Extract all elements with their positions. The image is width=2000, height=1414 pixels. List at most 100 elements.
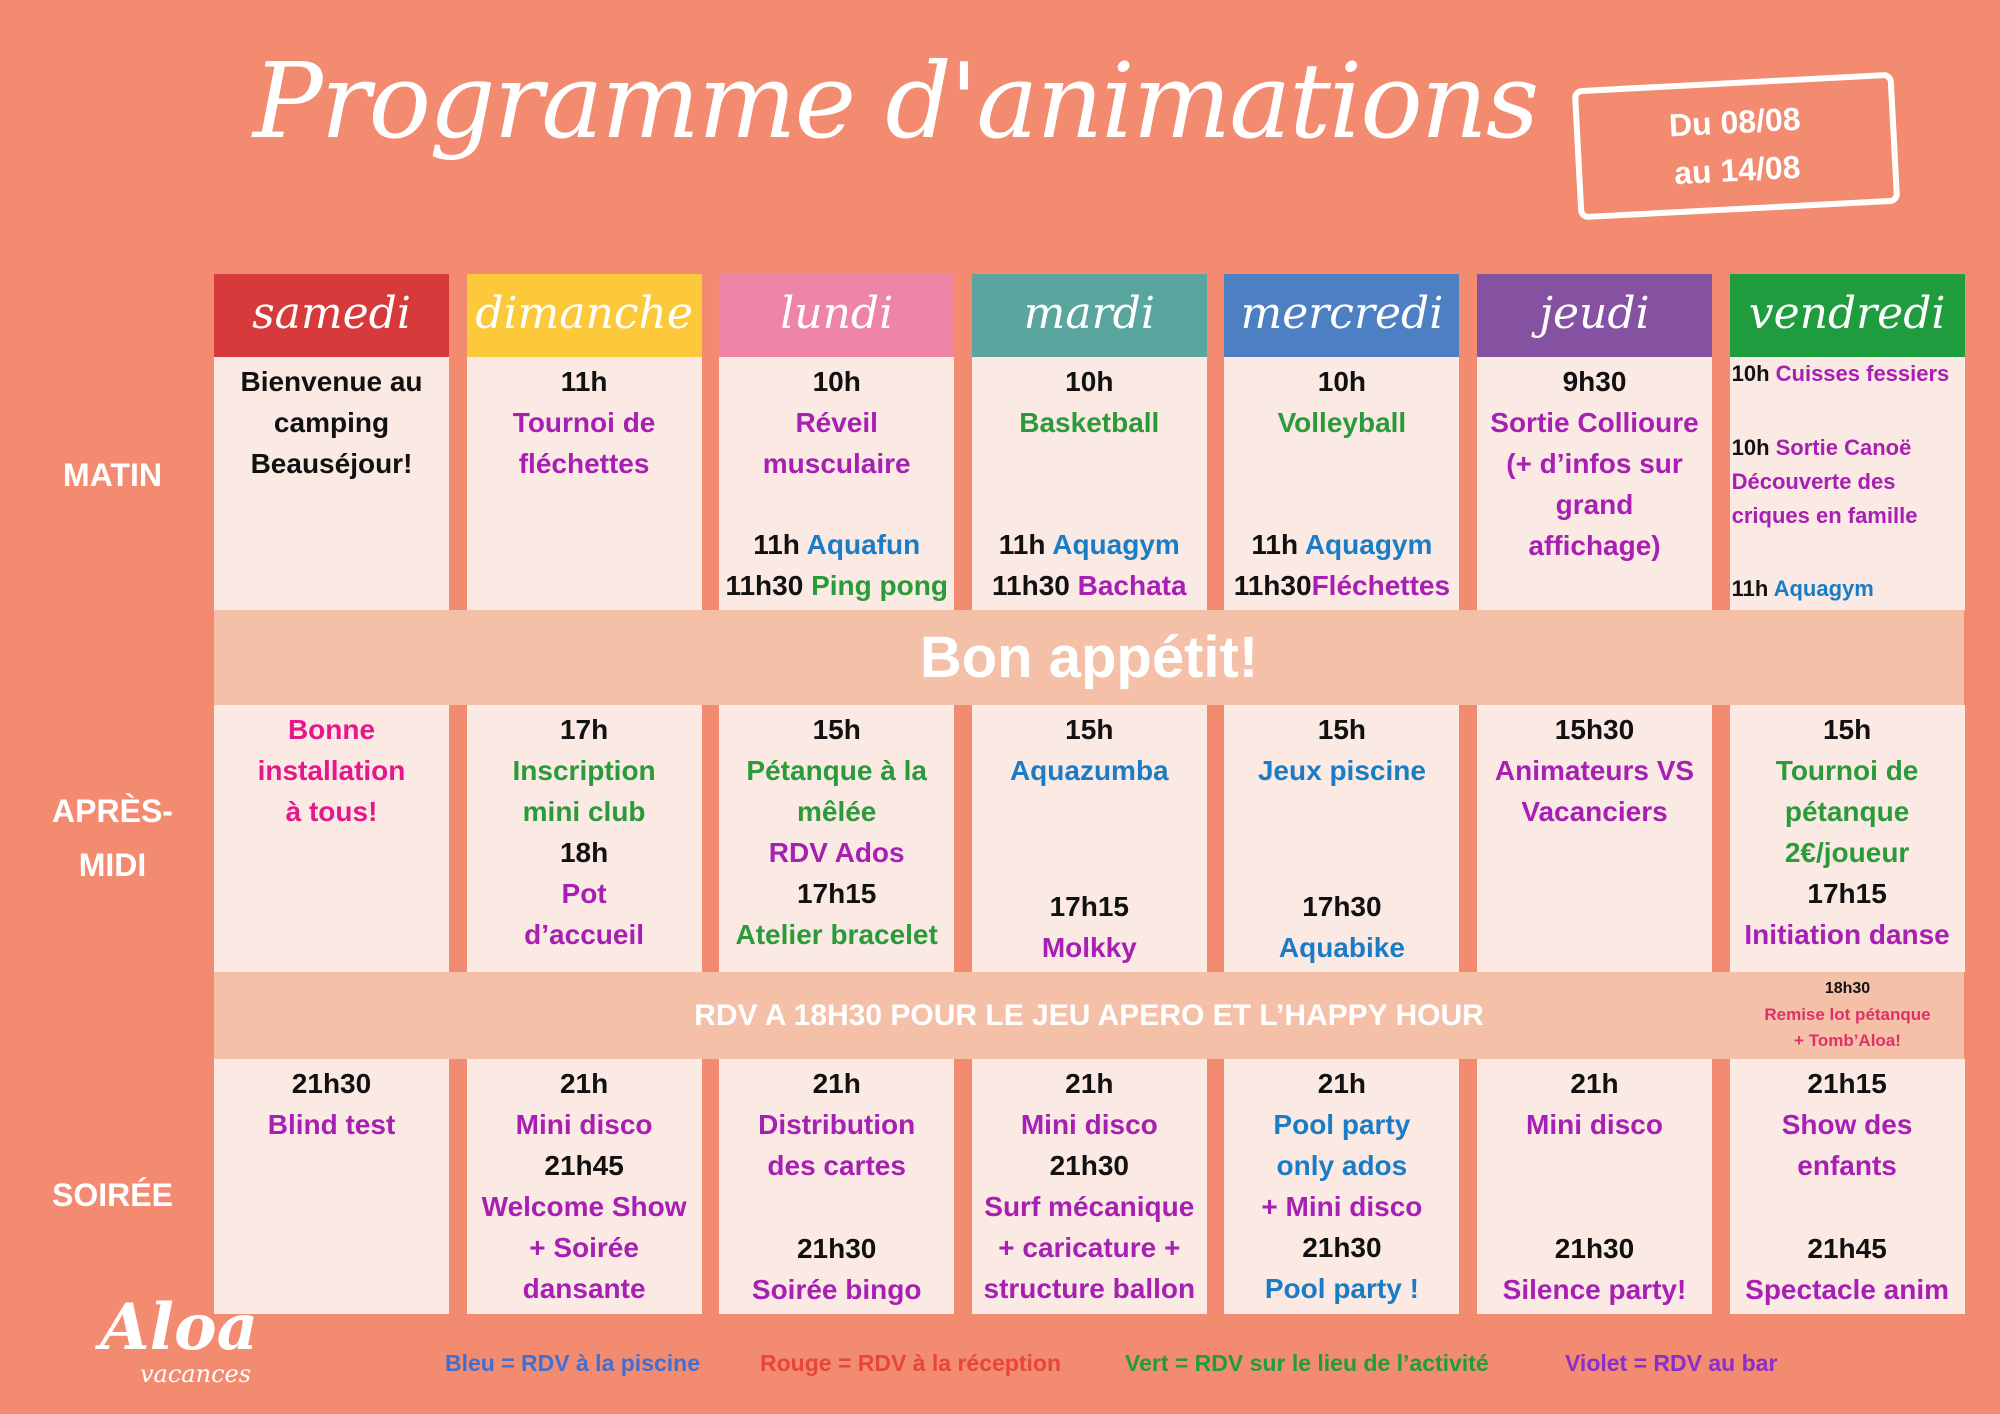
cell-line: Tournoi de: [1732, 750, 1963, 791]
schedule-cell: 9h30 Sortie Collioure (+ d’infos sur grand a…: [1477, 357, 1712, 610]
schedule-cell: Bienvenue au camping Beauséjour!: [214, 357, 449, 610]
activity-text: + Soirée: [529, 1232, 639, 1263]
activity-text: Distribution: [758, 1109, 916, 1140]
activity-text: 15h: [1317, 714, 1367, 745]
cell-line: Spectacle anim: [1732, 1269, 1963, 1310]
activity-text: Tournoi de: [1775, 755, 1919, 786]
cell-block: 10h Sortie Canoë Découverte des criques en…: [1732, 431, 1963, 533]
activity-text: 10h: [1731, 434, 1776, 460]
activity-text: + caricature +: [998, 1232, 1181, 1263]
activity-text: Aquafun: [806, 529, 921, 560]
legend-item: Bleu = RDV à la piscine: [445, 1350, 701, 1376]
activity-text: Silence party!: [1502, 1274, 1687, 1305]
cell-line: à tous!: [216, 791, 447, 832]
activity-text: Soirée bingo: [751, 1274, 922, 1305]
logo-tagline: vacances: [140, 1360, 252, 1388]
cell-line: mêlée: [721, 791, 952, 832]
cell-line: Show des: [1732, 1104, 1963, 1145]
cell-block: 21h15 Show des enfants: [1732, 1063, 1963, 1186]
cell-line: criques en famille: [1732, 499, 1963, 533]
cell-line: Aquazumba: [974, 750, 1205, 791]
activity-text: structure ballon: [983, 1273, 1196, 1304]
activity-text: 21h: [1317, 1068, 1367, 1099]
activity-text: Pool party !: [1264, 1273, 1419, 1304]
cell-block: Bonne installation à tous!: [216, 709, 447, 832]
activity-text: 11h30: [725, 570, 812, 601]
activity-text: 15h: [812, 714, 861, 745]
cell-line: 21h: [1226, 1063, 1457, 1104]
activity-text: grand: [1555, 489, 1634, 520]
cell-line: Vacanciers: [1479, 791, 1710, 832]
cell-line: 17h30: [1226, 886, 1457, 927]
schedule-cell: 21h Mini disco 21h45 Welcome Show + Soirée da…: [466, 1059, 702, 1314]
activity-text: dansante: [522, 1273, 646, 1304]
activity-text: Mini disco: [515, 1109, 653, 1140]
cell-block: 17h15 Molkky: [974, 886, 1205, 968]
activity-text: 17h15: [1807, 878, 1887, 909]
cell-block: 15h Pétanque à la mêlée RDV Ados 17h15 Atelie…: [721, 709, 952, 955]
activity-text: 11h30: [992, 570, 1078, 601]
activity-text: Volleyball: [1277, 407, 1407, 438]
schedule-cell: 21h30 Blind test: [214, 1059, 449, 1314]
cell-line: Blind test: [216, 1104, 447, 1145]
activity-text: 11h: [998, 529, 1053, 560]
activity-text: Sortie Collioure: [1490, 407, 1699, 438]
cell-line: 2€/joueur: [1732, 832, 1963, 873]
activity-text: 21h30: [1302, 1232, 1382, 1263]
activity-text: 21h: [812, 1068, 861, 1099]
activity-text: 21h15: [1807, 1068, 1887, 1099]
note-line: + Tomb’Aloa!: [1794, 1031, 1901, 1050]
cell-block: 21h Pool party only ados + Mini disco 21h30 P…: [1226, 1063, 1457, 1309]
cell-line: Surf mécanique: [974, 1186, 1205, 1227]
cell-block: 9h30 Sortie Collioure (+ d’infos sur grand a…: [1479, 361, 1710, 566]
cell-block: 11h Aquafun 11h30 Ping pong: [721, 524, 952, 606]
period-label: SOIRÉE: [52, 1177, 173, 1213]
schedule-cell: 10h Réveil musculaire 11h Aquafun 11h30 Ping…: [719, 357, 955, 610]
cell-line: + Soirée: [469, 1227, 700, 1268]
cell-line: 10h: [721, 361, 952, 402]
activity-text: Jeux piscine: [1257, 755, 1426, 786]
cell-line: d’accueil: [469, 914, 700, 955]
period-label: MATIN: [63, 457, 162, 493]
activity-text: Bachata: [1077, 570, 1187, 601]
cell-line: enfants: [1732, 1145, 1963, 1186]
cell-line: Inscription: [469, 750, 700, 791]
cell-block: Bienvenue au camping Beauséjour!: [216, 361, 447, 484]
cell-line: Beauséjour!: [216, 443, 447, 484]
activity-text: installation: [257, 755, 406, 786]
cell-line: 11h Aquagym: [974, 524, 1205, 565]
cell-line: Molkky: [974, 927, 1205, 968]
cell-line: 21h30: [216, 1063, 447, 1104]
cell-line: 11h: [469, 361, 700, 402]
schedule-cell: 15h Pétanque à la mêlée RDV Ados 17h15 Atelie…: [719, 705, 955, 972]
activity-text: Découverte des: [1731, 468, 1896, 494]
activity-text: Beauséjour!: [250, 448, 413, 479]
activity-text: 21h30: [796, 1233, 877, 1264]
cell-line: Soirée bingo: [721, 1269, 952, 1310]
activity-text: Aquagym: [1052, 529, 1180, 560]
schedule-cell: 21h Mini disco 21h30 Surf mécanique + carica…: [971, 1059, 1207, 1314]
lunch-banner: Bon appétit!: [214, 610, 1964, 705]
cell-block: 11h Tournoi de fléchettes: [469, 361, 700, 484]
cell-line: camping: [216, 402, 447, 443]
activity-text: 21h45: [544, 1150, 624, 1181]
activity-text: 15h: [1065, 714, 1114, 745]
cell-block: 21h Mini disco 21h45 Welcome Show + Soirée da…: [469, 1063, 700, 1309]
schedule-cell: 10h Basketball 11h Aquagym 11h30 Bachata: [971, 357, 1207, 610]
activity-text: Cuisses fessiers: [1775, 361, 1950, 386]
activity-text: only ados: [1276, 1150, 1408, 1181]
activity-text: Basketball: [1019, 407, 1160, 438]
activity-text: 21h30: [1554, 1233, 1635, 1264]
cell-line: 17h15: [1732, 873, 1963, 914]
day-header: samedi: [214, 274, 449, 357]
cell-line: Mini disco: [1479, 1104, 1710, 1145]
cell-block: 21h30 Silence party!: [1479, 1228, 1710, 1310]
cell-block: 10h Volleyball: [1226, 361, 1457, 443]
activity-text: Réveil: [795, 407, 878, 438]
cell-block: 10h Réveil musculaire: [721, 361, 952, 484]
cell-line: affichage): [1479, 525, 1710, 566]
activity-text: Fléchettes: [1311, 570, 1451, 601]
cell-block: 21h Distribution des cartes: [721, 1063, 952, 1186]
activity-text: Aquazumba: [1009, 755, 1169, 786]
activity-text: mini club: [522, 796, 646, 827]
